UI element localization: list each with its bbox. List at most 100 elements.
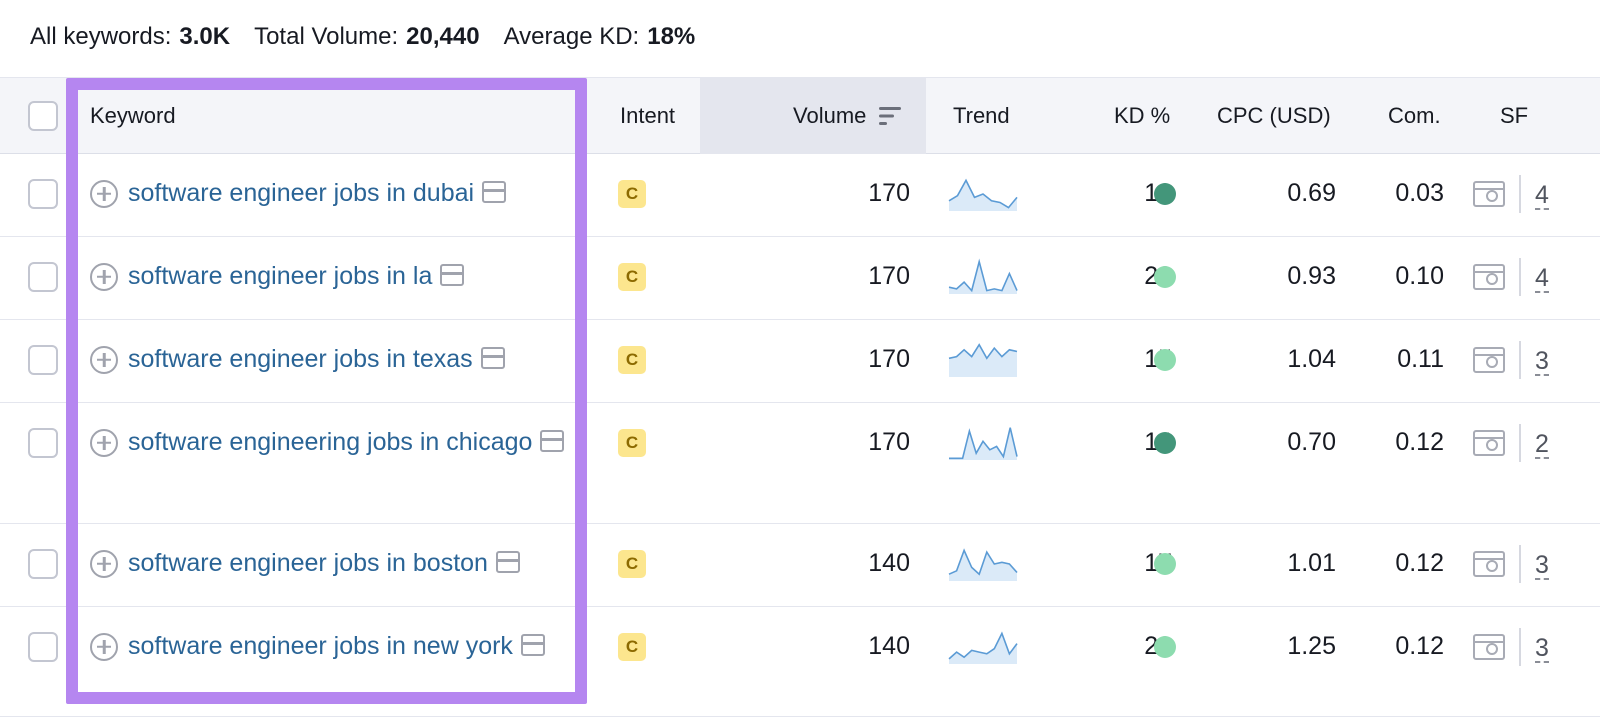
add-to-list-icon[interactable] xyxy=(90,428,118,457)
kd-difficulty-dot xyxy=(1154,635,1176,658)
column-intent[interactable]: Intent xyxy=(620,103,676,128)
intent-badge: C xyxy=(618,179,646,208)
row-checkbox[interactable] xyxy=(28,548,58,579)
select-all-cell xyxy=(28,78,58,154)
row-checkbox[interactable] xyxy=(28,261,58,292)
add-to-list-icon[interactable] xyxy=(90,179,118,208)
serp-features-icon[interactable] xyxy=(1473,550,1505,577)
keyword-link[interactable]: software engineer jobs in dubai xyxy=(128,179,475,207)
sf-divider xyxy=(1519,175,1521,213)
add-keyword-cell xyxy=(90,175,118,212)
keyword-link[interactable]: software engineer jobs in texas xyxy=(128,345,473,373)
column-volume[interactable]: Volume xyxy=(793,78,902,154)
sf-count[interactable]: 3 xyxy=(1535,551,1549,580)
column-com[interactable]: Com. xyxy=(1388,103,1441,128)
row-checkbox-cell xyxy=(28,628,58,665)
com-value: 0.12 xyxy=(1395,428,1444,456)
select-all-checkbox[interactable] xyxy=(28,101,58,131)
sort-descending-icon[interactable] xyxy=(878,105,902,127)
trend-sparkline xyxy=(949,427,1018,460)
column-trend[interactable]: Trend xyxy=(953,103,1010,128)
keyword-link[interactable]: software engineer jobs in la xyxy=(128,262,433,290)
sf-count[interactable]: 3 xyxy=(1535,634,1549,663)
serp-features-icon[interactable] xyxy=(1473,180,1505,207)
add-to-list-icon[interactable] xyxy=(90,549,118,578)
column-keyword[interactable]: Keyword xyxy=(90,103,176,128)
kd-indicator-cell xyxy=(1154,258,1176,295)
intent-cell: C xyxy=(618,628,646,665)
cpc-value: 1.01 xyxy=(1287,549,1336,577)
serp-preview-icon[interactable] xyxy=(495,551,520,573)
com-value: 0.03 xyxy=(1395,179,1444,207)
sf-count[interactable]: 4 xyxy=(1535,181,1549,210)
serp-features-icon[interactable] xyxy=(1473,633,1505,660)
kd-indicator-cell xyxy=(1154,545,1176,582)
serp-features-icon[interactable] xyxy=(1473,263,1505,290)
row-checkbox[interactable] xyxy=(28,427,58,458)
table-body: software engineer jobs in dubai C 170 12… xyxy=(0,154,1600,717)
row-checkbox[interactable] xyxy=(28,344,58,375)
keyword-cell: software engineer jobs in la xyxy=(128,258,568,295)
sf-divider xyxy=(1519,258,1521,296)
serp-preview-icon[interactable] xyxy=(540,430,565,452)
serp-features-icon[interactable] xyxy=(1473,429,1505,456)
add-to-list-icon[interactable] xyxy=(90,262,118,291)
trend-cell xyxy=(948,541,1018,585)
intent-cell: C xyxy=(618,341,646,378)
keyword-cell: software engineer jobs in boston xyxy=(128,545,568,582)
kd-difficulty-dot xyxy=(1154,265,1176,288)
add-keyword-cell xyxy=(90,258,118,295)
table-row: software engineer jobs in dubai C 170 12… xyxy=(0,154,1600,237)
total-volume-label: Total Volume: xyxy=(254,23,399,50)
table-header: Keyword Intent Volume Trend KD % CPC (US… xyxy=(0,77,1600,154)
add-to-list-icon[interactable] xyxy=(90,632,118,661)
add-keyword-cell xyxy=(90,628,118,665)
row-checkbox[interactable] xyxy=(28,178,58,209)
column-sf[interactable]: SF xyxy=(1500,103,1529,128)
keyword-link[interactable]: software engineer jobs in boston xyxy=(128,549,488,577)
keyword-cell: software engineer jobs in dubai xyxy=(128,175,568,212)
intent-badge: C xyxy=(618,632,646,661)
trend-area xyxy=(949,550,1017,581)
keyword-link[interactable]: software engineering jobs in chicago xyxy=(128,428,533,456)
keyword-link[interactable]: software engineer jobs in new york xyxy=(128,632,513,660)
cpc-value: 1.25 xyxy=(1287,632,1336,660)
sf-cell xyxy=(1473,258,1505,295)
add-to-list-icon[interactable] xyxy=(90,345,118,374)
sf-count[interactable]: 2 xyxy=(1535,430,1549,459)
serp-preview-icon[interactable] xyxy=(440,264,465,286)
sf-cell xyxy=(1473,424,1505,461)
keywords-summary: All keywords: 3.0K Total Volume: 20,440 Av… xyxy=(30,20,719,54)
column-volume-label: Volume xyxy=(793,103,867,128)
sf-count[interactable]: 4 xyxy=(1535,264,1549,293)
serp-preview-icon[interactable] xyxy=(480,347,505,369)
add-keyword-cell xyxy=(90,341,118,378)
trend-sparkline xyxy=(948,631,1018,664)
trend-line xyxy=(948,548,1018,576)
sf-divider xyxy=(1519,545,1521,583)
serp-preview-icon[interactable] xyxy=(520,634,545,656)
sf-divider xyxy=(1519,341,1521,379)
volume-value: 170 xyxy=(868,345,910,373)
row-checkbox[interactable] xyxy=(28,631,58,662)
row-checkbox-cell xyxy=(28,258,58,295)
serp-preview-icon[interactable] xyxy=(482,181,507,203)
trend-line xyxy=(948,178,1018,209)
keyword-cell: software engineer jobs in new york xyxy=(128,628,568,665)
trend-area xyxy=(949,344,1017,377)
trend-cell xyxy=(948,624,1018,668)
add-keyword-cell xyxy=(90,424,118,461)
average-kd-stat: Average KD: 18% xyxy=(504,23,696,51)
serp-features-icon[interactable] xyxy=(1473,346,1505,373)
trend-sparkline xyxy=(948,258,1018,294)
volume-value: 170 xyxy=(868,428,910,456)
cpc-value: 0.70 xyxy=(1287,428,1336,456)
column-cpc[interactable]: CPC (USD) xyxy=(1217,103,1331,128)
volume-value: 140 xyxy=(868,632,910,660)
all-keywords-label: All keywords: xyxy=(30,23,172,50)
sf-divider xyxy=(1519,424,1521,462)
column-kd[interactable]: KD % xyxy=(1114,103,1171,128)
trend-cell xyxy=(948,254,1018,298)
row-checkbox-cell xyxy=(28,545,58,582)
sf-count[interactable]: 3 xyxy=(1535,347,1549,376)
